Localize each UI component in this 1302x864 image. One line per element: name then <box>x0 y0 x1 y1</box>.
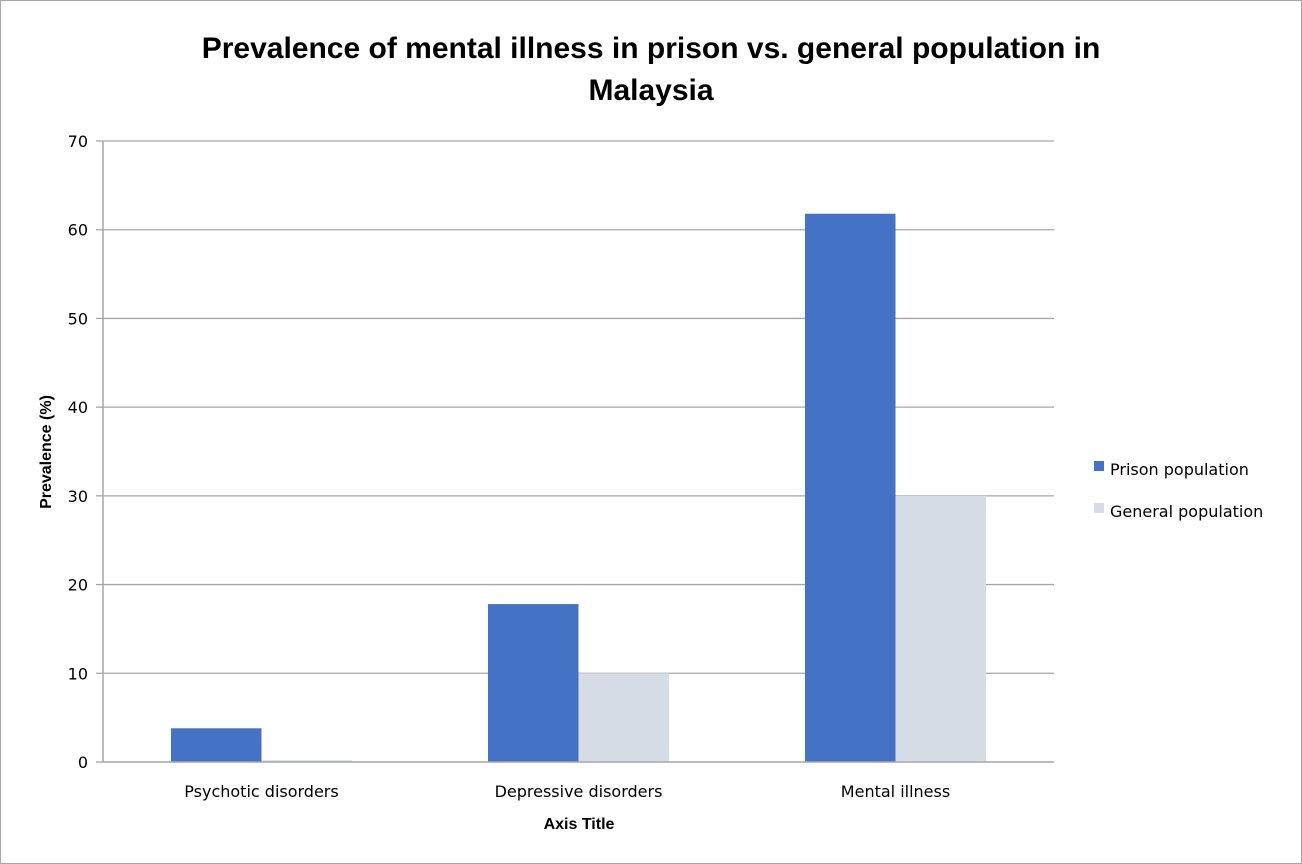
y-tick-label: 60 <box>68 221 88 240</box>
legend-label: General population <box>1110 502 1263 521</box>
y-tick-label: 0 <box>78 753 88 772</box>
y-tick-label: 50 <box>68 309 88 328</box>
x-tick-label: Mental illness <box>841 782 950 801</box>
chart-title: Prevalence of mental illness in prison v… <box>0 28 1302 112</box>
bar-prison-population-psychotic-disorders <box>171 728 262 762</box>
bar-general-population-psychotic-disorders <box>261 760 352 762</box>
legend-swatch <box>1094 503 1104 513</box>
x-axis-title: Axis Title <box>544 816 615 833</box>
y-tick-label: 30 <box>68 487 88 506</box>
y-tick-label: 20 <box>68 576 88 595</box>
y-axis-ticks: 0 10 20 30 40 50 60 70 <box>68 132 103 772</box>
bar-prison-population-depressive-disorders <box>488 604 579 762</box>
y-tick-label: 10 <box>68 664 88 683</box>
y-tick-label: 40 <box>68 398 88 417</box>
x-tick-label: Depressive disorders <box>495 782 663 801</box>
x-tick-label: Psychotic disorders <box>184 782 338 801</box>
legend: Prison population General population <box>1094 460 1263 521</box>
y-tick-label: 70 <box>68 132 88 151</box>
legend-label: Prison population <box>1110 460 1249 479</box>
bar-prison-population-mental-illness <box>805 213 896 762</box>
chart-title-line-1: Prevalence of mental illness in prison v… <box>201 32 1101 65</box>
chart-title-line-2: Malaysia <box>588 74 714 107</box>
legend-swatch <box>1094 461 1104 471</box>
bars <box>171 213 986 762</box>
y-axis-title: Prevalence (%) <box>38 395 55 509</box>
bar-general-population-mental-illness <box>895 495 986 762</box>
x-axis-ticks: Psychotic disorders Depressive disorders M… <box>184 782 950 801</box>
bar-general-population-depressive-disorders <box>578 673 669 762</box>
